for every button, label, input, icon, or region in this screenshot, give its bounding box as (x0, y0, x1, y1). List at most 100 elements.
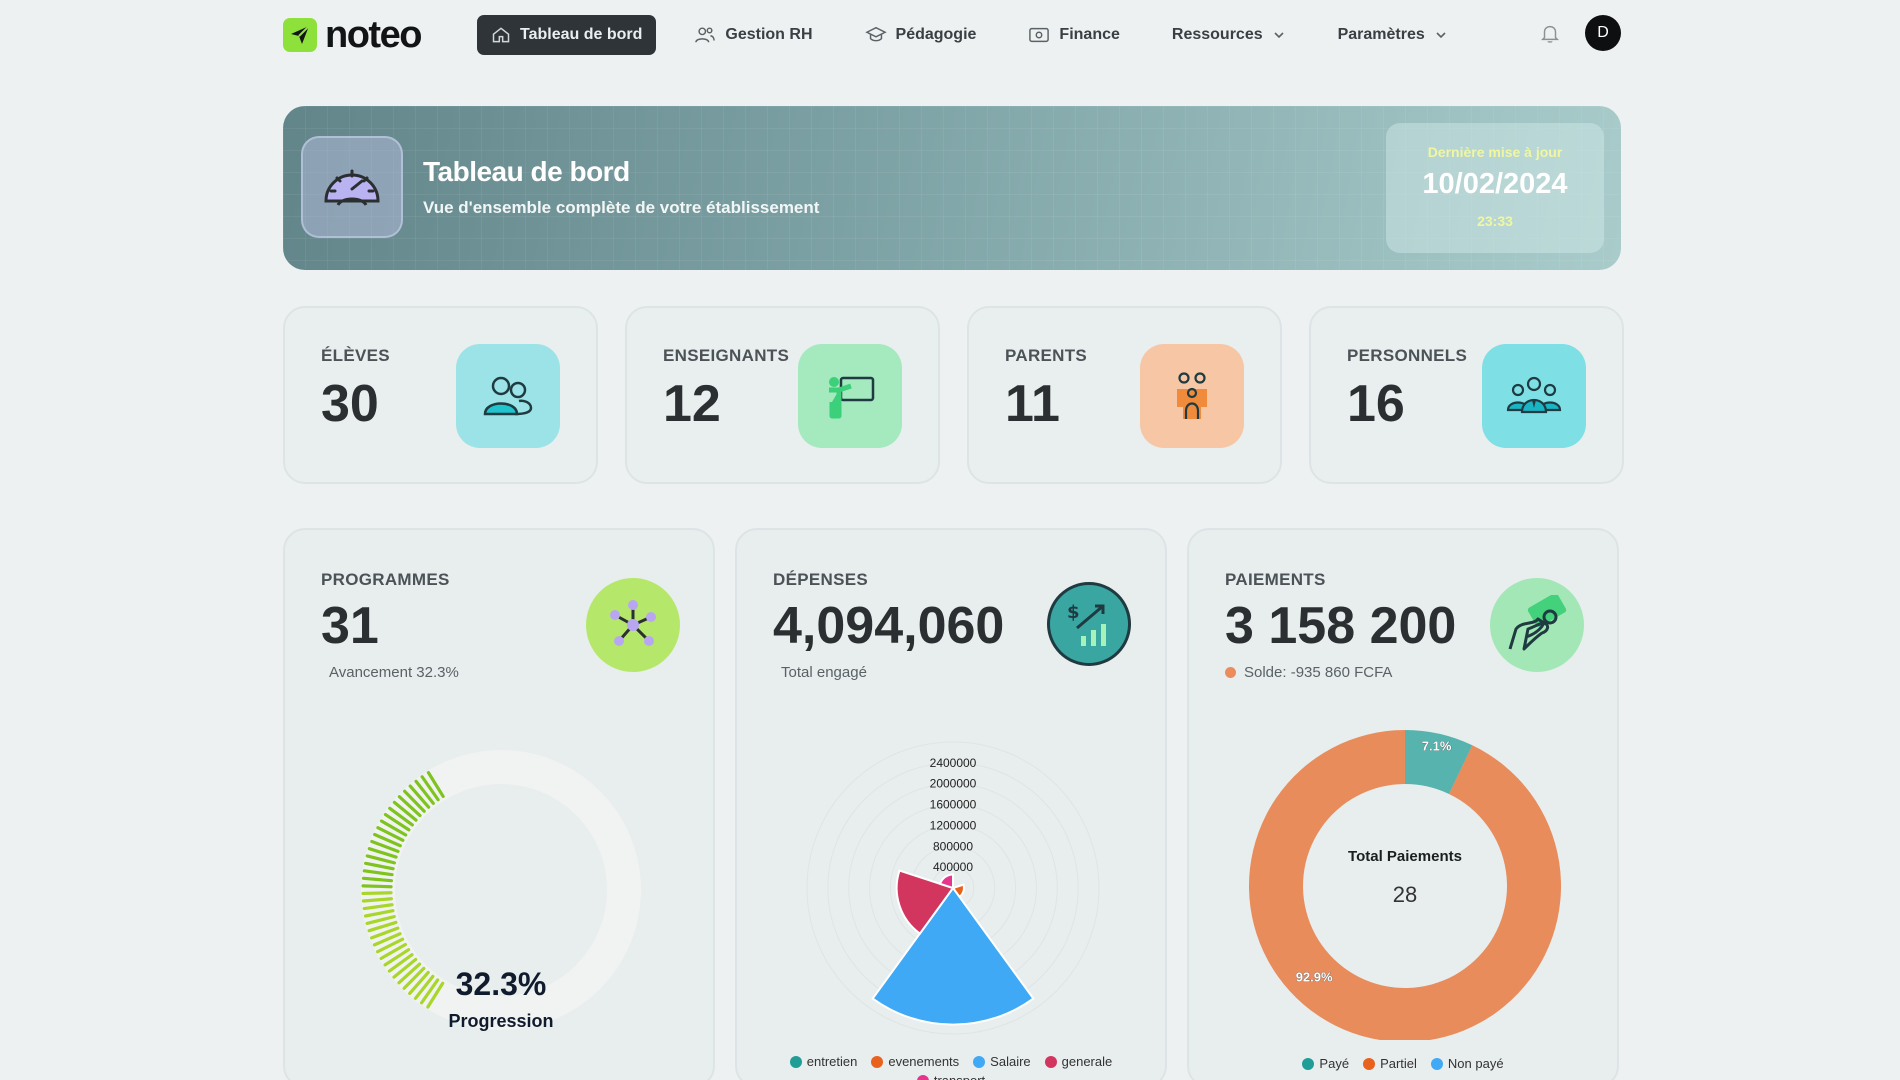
legend-swatch (789, 1055, 802, 1068)
radial-tick-label: 800000 (933, 839, 973, 853)
gauge-tick (403, 789, 426, 813)
nav-item-label: Finance (1059, 26, 1120, 43)
polar-segment-salaire[interactable] (871, 886, 1035, 1026)
nav-item-finance[interactable]: Finance (1014, 15, 1133, 55)
depenses-card[interactable]: DÉPENSES 4,094,060 Total engagé $ 240000… (735, 528, 1167, 1080)
paiements-card[interactable]: PAIEMENTS 3 158 200 Solde: -935 860 FCFA… (1187, 528, 1619, 1080)
stat-card-personnels[interactable]: PERSONNELS 16 (1309, 306, 1624, 484)
gauge-tick (388, 806, 414, 827)
radial-tick-label: 400000 (933, 860, 973, 874)
legend-swatch (1363, 1057, 1376, 1070)
legend-item-partiel[interactable]: Partiel (1363, 1056, 1417, 1071)
gauge-tick (387, 953, 414, 973)
gauge-tick (414, 779, 435, 805)
polar-segment-transport[interactable] (938, 873, 954, 890)
card-label: PROGRAMMES (321, 570, 450, 589)
stat-label: PERSONNELS (1347, 346, 1468, 365)
gauge-tick (426, 981, 445, 1009)
gauge-tick (373, 832, 402, 848)
gauge-tick (413, 974, 435, 1000)
legend-item-generale[interactable]: generale (1044, 1054, 1113, 1069)
chart-legend: Payé Partiel Non payé (1189, 1056, 1617, 1071)
gauge-tick (361, 891, 393, 896)
legend-swatch (1430, 1057, 1443, 1070)
logo[interactable]: noteo (283, 14, 477, 57)
stat-card-enseignants[interactable]: ENSEIGNANTS 12 (625, 306, 940, 484)
nav-item-gestion-rh[interactable]: Gestion RH (680, 15, 826, 55)
donut-slice-label: 7.1% (1422, 739, 1452, 754)
stats-row: ÉLÈVES 30 ENSEIGNANTS 12 PARENTS 11 PERS… (283, 306, 1624, 484)
last-update-date: 10/02/2024 (1422, 168, 1568, 200)
legend-item-entretien[interactable]: entretien (789, 1054, 857, 1069)
logo-text: noteo (325, 13, 422, 56)
stat-value: 16 (1347, 375, 1405, 433)
donut-slice-payé[interactable] (1405, 730, 1473, 794)
nav-item-tableau-de-bord[interactable]: Tableau de bord (477, 15, 657, 55)
gauge-tick (392, 957, 418, 979)
gauge-tick (365, 854, 396, 865)
nav-item-label: Paramètres (1337, 26, 1425, 43)
gauge-tick (379, 942, 408, 961)
legend-label: Partiel (1380, 1056, 1417, 1071)
avatar[interactable]: D (1585, 15, 1621, 51)
gauge-tick (361, 884, 393, 889)
money-growth-icon: $ (1047, 582, 1131, 666)
stat-value: 30 (321, 375, 379, 433)
bell-icon[interactable] (1539, 22, 1561, 44)
donut-slice-partiel[interactable] (1249, 730, 1561, 1040)
legend-item-payé[interactable]: Payé (1302, 1056, 1349, 1071)
analytics-row: PROGRAMMES 31 Avancement 32.3% 32.3% Pro… (283, 528, 1619, 1080)
gauge-tick (379, 819, 408, 837)
radial-tick-label: 1200000 (930, 818, 977, 832)
progress-percent: 32.3% (455, 966, 547, 1002)
stat-card-eleves[interactable]: ÉLÈVES 30 (283, 306, 598, 484)
last-update-label: Dernière mise à jour (1427, 144, 1563, 160)
stat-value: 11 (1005, 375, 1060, 433)
legend-label: Non payé (1447, 1056, 1504, 1071)
nav-menu: Tableau de bord Gestion RH Pédagogie Fin… (477, 15, 1476, 55)
legend-item-evenements[interactable]: evenements (871, 1054, 959, 1069)
speedometer-icon (301, 136, 403, 238)
radial-gridline (806, 741, 1100, 1035)
family-icon (1140, 344, 1244, 448)
nav-item-ressources[interactable]: Ressources (1158, 15, 1300, 55)
gauge-tick (370, 839, 400, 853)
network-nodes-icon (586, 578, 680, 672)
gauge-tick (363, 909, 395, 918)
legend-item-salaire[interactable]: Salaire (973, 1054, 1031, 1069)
donut-center-value: 28 (1392, 882, 1418, 907)
gauge-tick (372, 932, 402, 947)
page-subtitle: Vue d'ensemble complète de votre établis… (423, 198, 820, 217)
stat-card-parents[interactable]: PARENTS 11 (967, 306, 1282, 484)
legend-label: generale (1061, 1054, 1113, 1069)
gauge-tick (426, 771, 445, 799)
programmes-card[interactable]: PROGRAMMES 31 Avancement 32.3% 32.3% Pro… (283, 528, 715, 1080)
top-navigation: noteo Tableau de bord Gestion RH Pédagog… (283, 12, 1621, 58)
nav-item-parametres[interactable]: Paramètres (1324, 15, 1462, 55)
nav-actions: D (1539, 15, 1621, 51)
dashboard-header-banner: Tableau de bord Vue d'ensemble complète … (283, 106, 1621, 270)
nav-item-label: Gestion RH (725, 26, 813, 43)
polar-segment-generale[interactable] (895, 869, 955, 935)
nav-item-label: Ressources (1171, 26, 1263, 43)
gauge-tick (420, 775, 440, 802)
legend-item-non-payé[interactable]: Non payé (1430, 1056, 1504, 1071)
nav-item-label: Pédagogie (895, 26, 977, 43)
gauge-tick (362, 869, 394, 877)
chevron-down-icon (1436, 32, 1446, 39)
card-subtext: Total engagé (781, 664, 867, 681)
gauge-tick (363, 861, 395, 871)
stat-label: ENSEIGNANTS (663, 346, 790, 365)
gauge-tick (365, 915, 396, 925)
last-update-panel: Dernière mise à jour 10/02/2024 23:33 (1386, 123, 1604, 253)
nav-item-pedagogie[interactable]: Pédagogie (851, 15, 991, 55)
graduation-cap-icon (864, 26, 887, 42)
legend-swatch (1302, 1057, 1315, 1070)
nav-item-label: Tableau de bord (520, 26, 643, 43)
legend-item-transport[interactable]: transport (916, 1073, 985, 1080)
balance-text: Solde: -935 860 FCFA (1244, 664, 1393, 681)
gauge-tick (367, 920, 398, 933)
donut-slice-label: 92.9% (1296, 970, 1333, 985)
chart-legend: entretien evenements Salaire generale transp… (737, 1054, 1165, 1080)
legend-swatch (916, 1074, 929, 1080)
